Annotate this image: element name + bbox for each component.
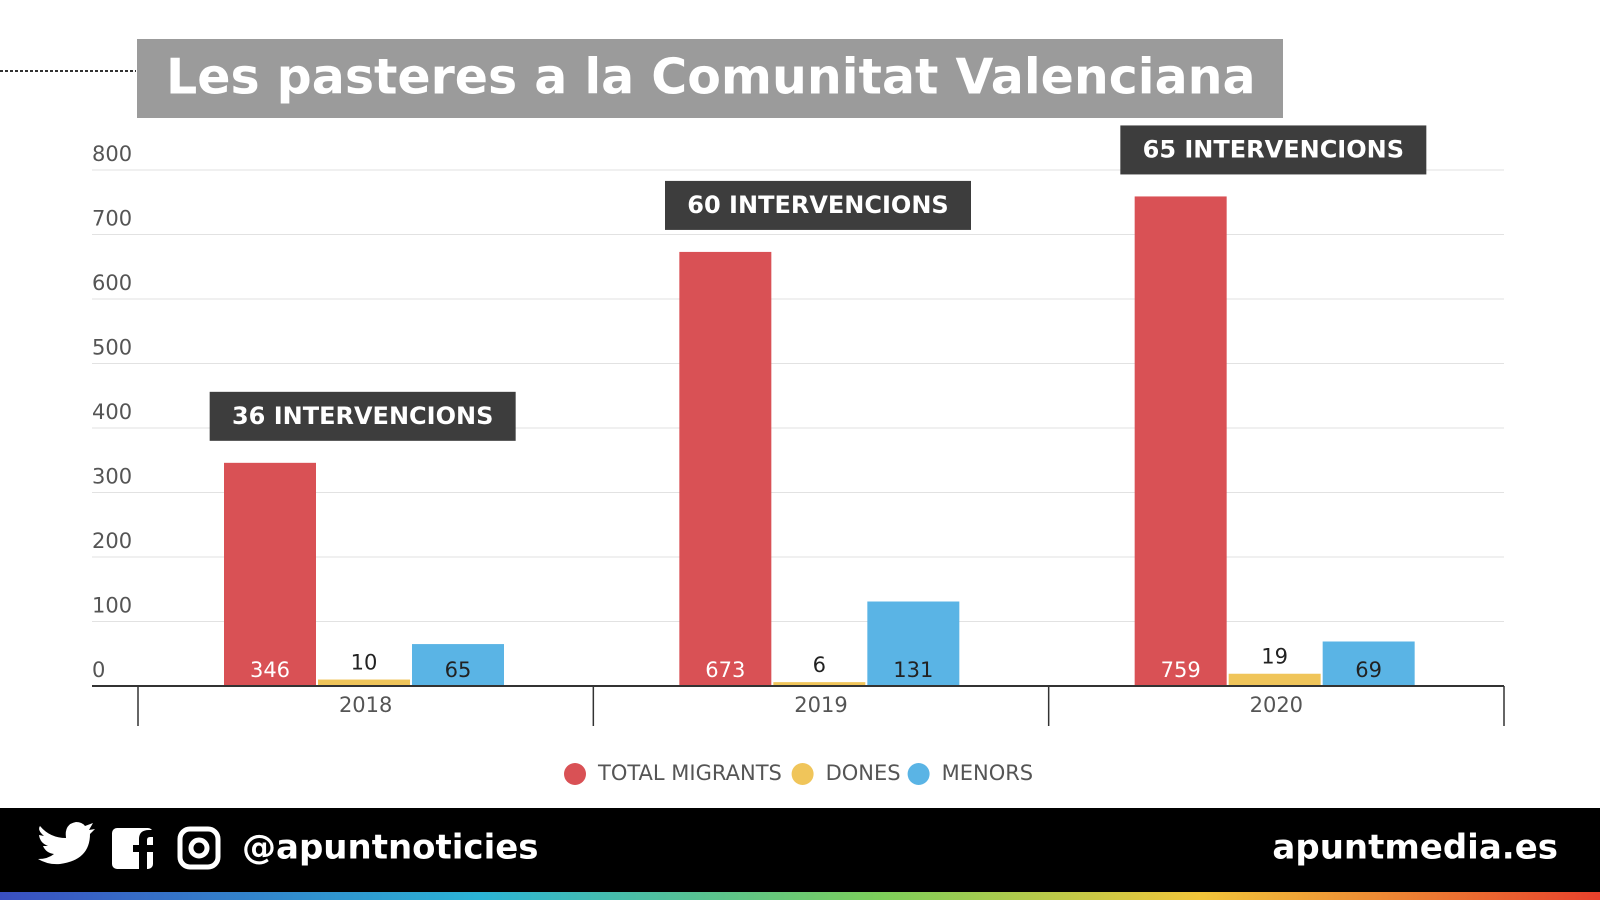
annotation-box — [209, 391, 516, 441]
data-label: 759 — [1161, 658, 1201, 682]
y-tick-label: 600 — [92, 271, 132, 295]
bar — [412, 644, 504, 686]
y-tick-label: 300 — [92, 465, 132, 489]
data-label: 19 — [1261, 645, 1288, 669]
data-label: 673 — [705, 658, 745, 682]
y-tick-label: 400 — [92, 400, 132, 424]
title-box — [137, 39, 1283, 118]
bar — [773, 682, 866, 686]
x-tick-label: 2019 — [794, 693, 847, 717]
bar — [679, 251, 772, 687]
y-tick-label: 800 — [92, 142, 132, 166]
bar — [1322, 641, 1415, 686]
twitter-icon[interactable] — [38, 822, 95, 865]
y-tick-label: 0 — [92, 658, 105, 682]
y-tick-label: 200 — [92, 529, 132, 553]
instagram-lens — [188, 837, 210, 859]
legend-marker — [564, 763, 586, 785]
annotation: 36 INTERVENCIONS — [232, 402, 493, 430]
instagram-icon[interactable] — [177, 826, 221, 870]
x-tick-label: 2020 — [1250, 693, 1303, 717]
bar — [318, 679, 410, 686]
y-tick-label: 100 — [92, 594, 132, 618]
data-label: 69 — [1355, 658, 1382, 682]
annotation-box — [665, 180, 971, 230]
footer-stripe — [0, 892, 1600, 900]
x-tick-label: 2018 — [339, 693, 392, 717]
legend-label: TOTAL MIGRANTS — [597, 761, 782, 785]
facebook-f — [133, 830, 154, 869]
annotation: 60 INTERVENCIONS — [687, 191, 948, 219]
bar — [1134, 196, 1227, 686]
bar — [1228, 673, 1321, 686]
data-label: 10 — [351, 651, 378, 675]
annotation-box — [1120, 125, 1427, 175]
data-label: 65 — [445, 658, 472, 682]
footer-bar — [0, 808, 1600, 900]
legend-label: DONES — [826, 761, 901, 785]
y-tick-label: 500 — [92, 336, 132, 360]
data-label: 6 — [813, 653, 826, 677]
bar — [867, 601, 960, 686]
chart-title: Les pasteres a la Comunitat Valenciana — [166, 49, 1256, 106]
data-label: 346 — [250, 658, 290, 682]
data-label: 131 — [893, 658, 933, 682]
annotation: 65 INTERVENCIONS — [1143, 135, 1404, 163]
bar — [224, 462, 316, 686]
footer-handle[interactable]: @apuntnoticies — [242, 828, 539, 868]
social-icons — [38, 822, 221, 870]
legend-marker — [791, 763, 814, 785]
y-tick-label: 700 — [92, 207, 132, 231]
footer-site[interactable]: apuntmedia.es — [1272, 828, 1558, 868]
legend-marker — [907, 763, 930, 785]
legend-label: MENORS — [942, 761, 1034, 785]
